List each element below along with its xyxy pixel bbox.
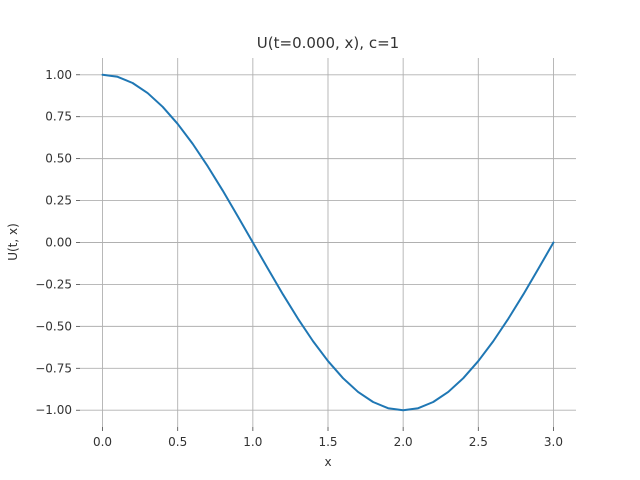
y-tick-label: 0.00 [45,236,72,250]
y-tick-label: −0.25 [35,277,72,291]
series-group [101,73,555,412]
y-tick-label: −0.75 [35,361,72,375]
y-tick-label: 1.00 [45,68,72,82]
y-tick-label: −0.50 [35,319,72,333]
x-axis-ticks: 0.0 0.5 1.0 1.5 2.0 2.5 3.0 [93,427,563,449]
x-tick-label: 1.5 [318,435,337,449]
x-axis-label: x [324,455,331,469]
x-tick-label: 0.5 [168,435,187,449]
x-tick-label: 0.0 [93,435,112,449]
x-tick-label: 2.0 [394,435,413,449]
y-axis-ticks: 1.00 0.75 0.50 0.25 0.00 −0.25 −0.50 −0.75 −1.00 [35,68,80,417]
y-tick-label: −1.00 [35,403,72,417]
x-tick-label: 3.0 [544,435,563,449]
x-tick-label: 2.5 [469,435,488,449]
x-tick-label: 1.0 [243,435,262,449]
chart-title: U(t=0.000, x), c=1 [257,34,399,52]
y-gridlines [80,74,576,411]
y-axis-label: U(t, x) [6,223,20,261]
series-line [101,73,555,412]
y-tick-label: 0.50 [45,152,72,166]
y-tick-label: 0.25 [45,194,72,208]
y-tick-label: 0.75 [45,110,72,124]
